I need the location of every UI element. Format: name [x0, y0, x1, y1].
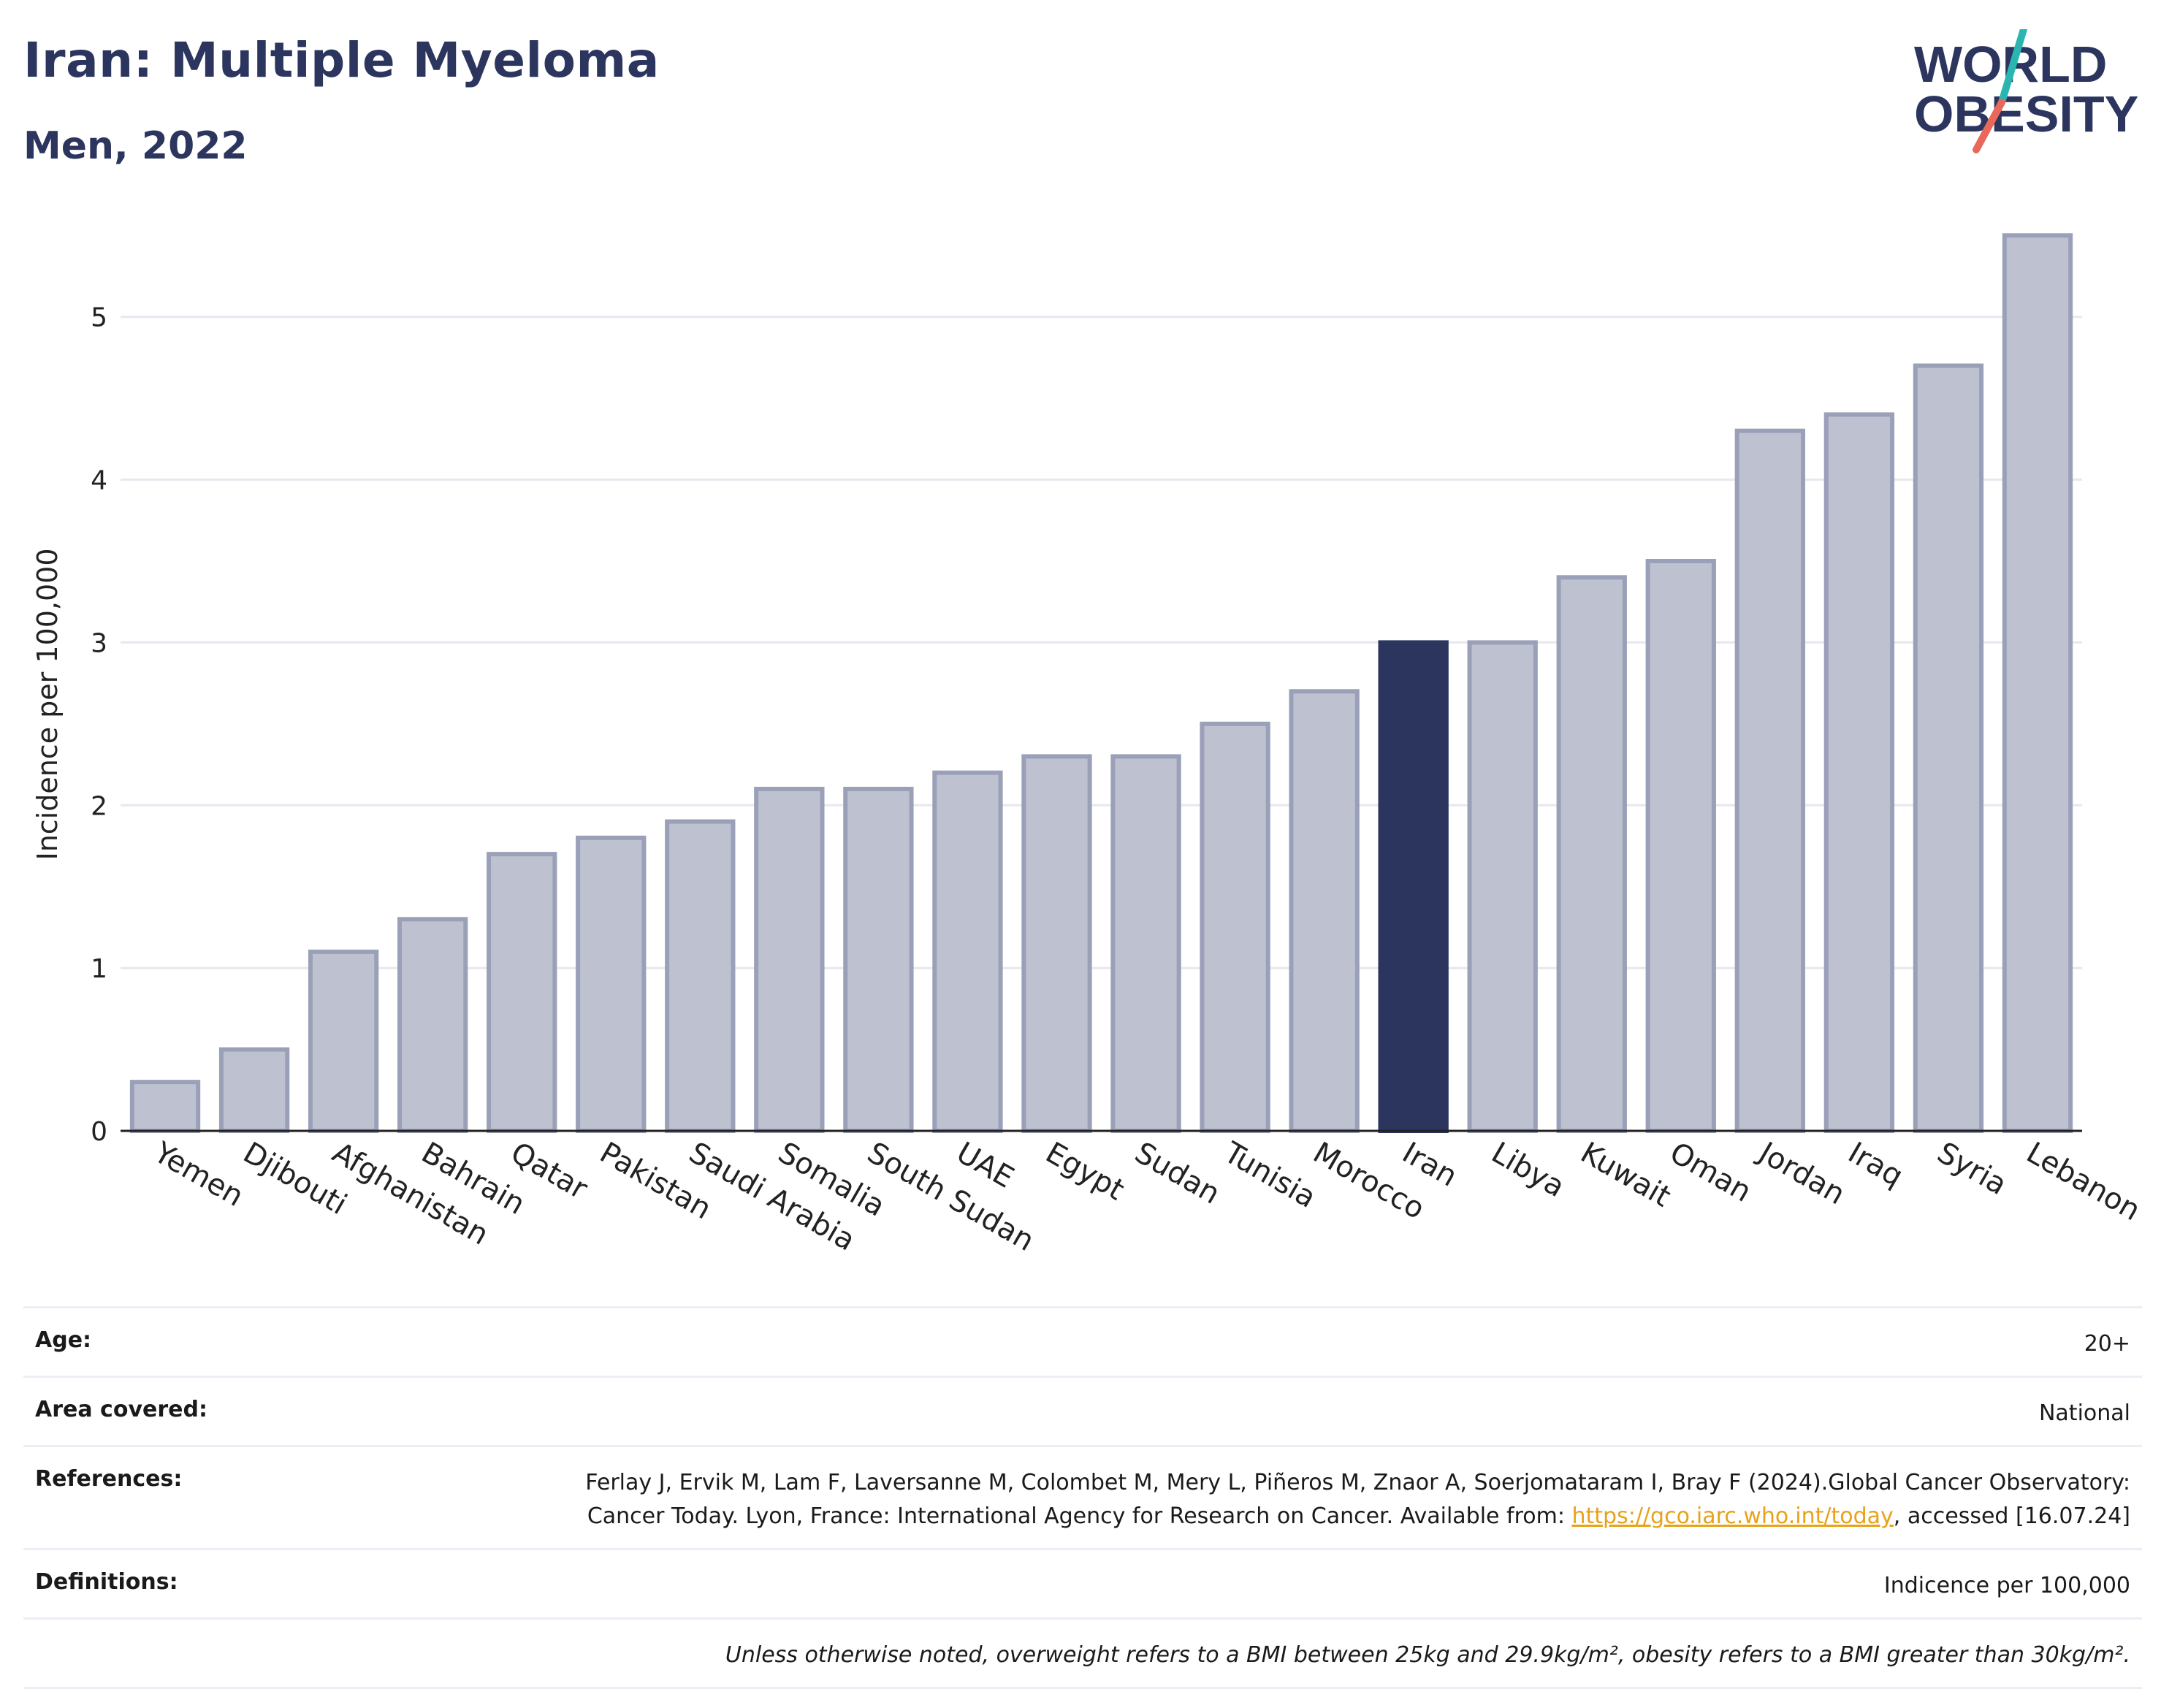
x-tick-label: Yemen — [148, 1135, 249, 1213]
info-row-area: Area covered: National — [23, 1376, 2142, 1445]
y-tick-label: 1 — [91, 954, 107, 984]
bars — [129, 233, 2073, 1134]
age-label: Age: — [35, 1327, 92, 1353]
bar-yemen — [129, 1080, 201, 1133]
logo-line2: OBESITY — [1914, 85, 2138, 142]
x-tick-label: Tunisia — [1218, 1135, 1322, 1215]
y-tick-label: 4 — [91, 466, 107, 496]
definitions-label: Definitions: — [35, 1569, 178, 1595]
y-tick-label: 5 — [91, 303, 107, 333]
bar-morocco — [1289, 689, 1360, 1133]
bar-iran — [1378, 640, 1449, 1133]
bar-syria — [1913, 363, 1984, 1134]
world-obesity-logo: WORLD OBESITY — [1914, 29, 2138, 153]
x-tick-label: Oman — [1664, 1136, 1757, 1209]
info-row-note: Unless otherwise noted, overweight refer… — [23, 1617, 2142, 1689]
bar-uae — [932, 770, 1003, 1133]
bar-south-sudan — [843, 787, 914, 1133]
page-title: Iran: Multiple Myeloma — [23, 32, 660, 88]
bar-iraq — [1823, 412, 1895, 1133]
x-tick-label: Egypt — [1040, 1136, 1129, 1208]
y-axis-title: Incidence per 100,000 — [31, 548, 64, 860]
references-label: References: — [35, 1466, 183, 1492]
x-tick-label: Syria — [1932, 1136, 2013, 1202]
references-value: Ferlay J, Ervik M, Lam F, Laversanne M, … — [567, 1466, 2130, 1533]
bar-lebanon — [2002, 233, 2073, 1133]
bar-jordan — [1734, 428, 1805, 1133]
references-suffix: , accessed [16.07.24] — [1893, 1503, 2130, 1529]
x-tick-label: Lebanon — [2021, 1136, 2146, 1227]
bar-oman — [1645, 559, 1716, 1133]
bar-tunisia — [1200, 721, 1270, 1133]
info-row-references: References: Ferlay J, Ervik M, Lam F, La… — [23, 1445, 2142, 1548]
bar-qatar — [487, 852, 557, 1133]
bar-kuwait — [1556, 575, 1627, 1133]
bar-bahrain — [397, 917, 468, 1134]
info-row-age: Age: 20+ — [23, 1306, 2142, 1376]
y-tick-label: 0 — [91, 1117, 107, 1147]
bar-egypt — [1021, 754, 1092, 1133]
x-tick-label: Jordan — [1751, 1135, 1851, 1211]
bmi-note: Unless otherwise noted, overweight refer… — [725, 1642, 2130, 1668]
page-subtitle: Men, 2022 — [23, 124, 248, 168]
bar-saudi-arabia — [665, 819, 736, 1133]
references-text: Ferlay J, Ervik M, Lam F, Laversanne M, … — [585, 1470, 2130, 1529]
x-tick-label: Libya — [1486, 1136, 1571, 1204]
definitions-value: Indicence per 100,000 — [1883, 1573, 2130, 1598]
bar-chart: 0 1 2 3 4 5 Incidence per 100,000 YemenDjibouti… — [31, 233, 2146, 1258]
age-value: 20+ — [2084, 1331, 2130, 1357]
bar-sudan — [1110, 754, 1181, 1133]
y-tick-label: 2 — [91, 791, 107, 821]
bar-pakistan — [576, 835, 647, 1134]
info-table: Age: 20+ Area covered: National Referenc… — [23, 1306, 2142, 1689]
info-row-definitions: Definitions: Indicence per 100,000 — [23, 1548, 2142, 1617]
logo-slash-teal — [1998, 29, 2027, 106]
area-label: Area covered: — [35, 1397, 207, 1422]
x-tick-label: Iraq — [1842, 1136, 1909, 1194]
references-link[interactable]: https://gco.iarc.who.int/today — [1571, 1503, 1894, 1529]
logo-slash-red — [1973, 99, 2005, 153]
bar-afghanistan — [308, 949, 379, 1134]
bar-somalia — [754, 787, 825, 1133]
x-tick-label: Djibouti — [237, 1136, 352, 1221]
area-value: National — [2038, 1400, 2130, 1426]
bar-libya — [1467, 640, 1538, 1133]
bar-djibouti — [218, 1047, 290, 1133]
y-tick-label: 3 — [91, 628, 107, 658]
x-tick-label: Kuwait — [1575, 1136, 1677, 1214]
x-tick-label: Sudan — [1129, 1136, 1226, 1211]
